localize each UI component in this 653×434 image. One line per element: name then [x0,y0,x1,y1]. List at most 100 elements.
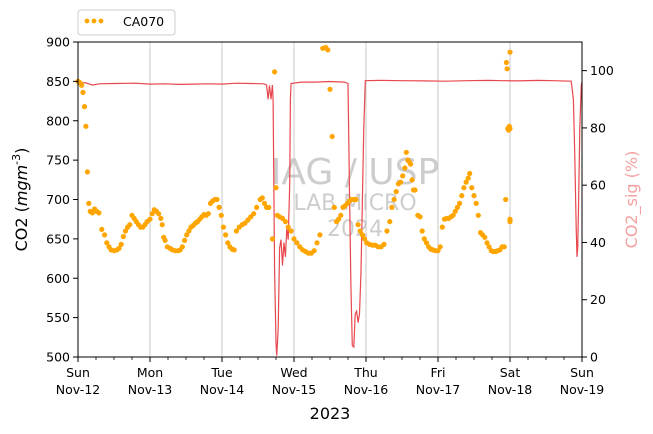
co2-point [251,211,257,217]
y-axis-right-title: CO2_sig (%) [622,151,642,249]
y-right-tick-label: 20 [590,292,606,307]
x-tick-label-day: Fri [431,365,446,380]
co2-point [417,214,423,220]
co2-point [501,244,507,250]
co2-point [463,179,469,185]
co2-point [393,189,399,195]
co2-point [507,216,513,222]
co2-point [475,212,481,218]
co2-point [225,240,231,246]
y-axis-left-title: CO2 (mgm-3) [10,148,31,252]
co2-point [184,232,190,238]
y-right-tick-label: 80 [590,120,606,135]
x-tick-label-day: Tue [210,365,233,380]
co2-point [362,236,368,242]
co2-point [482,234,488,240]
co2-point [158,215,164,221]
co2-point [336,216,342,222]
co2-point [116,245,122,251]
watermark-line-1: IAG / USP [271,152,439,193]
co2-point [288,228,294,234]
co2-point [389,204,395,210]
co2-point [437,244,443,250]
co2-point [391,196,397,203]
x-tick-label-date: Nov-14 [200,382,245,397]
co2-point [218,212,224,218]
co2-point [216,204,222,210]
co2-point [465,175,471,181]
co2-point [294,240,300,246]
co2-point [220,224,226,230]
co2-point [79,82,85,88]
y-axis-left: 500 550 600 650 700 750 800 850 900 [46,35,78,365]
co2-point [86,200,92,206]
co2-point [467,170,473,177]
x-tick-label-date: Nov-12 [56,382,100,397]
co2-point [179,244,185,250]
co2-point [457,200,463,206]
x-tick-label-day: Sun [570,365,594,380]
co2-point [423,240,430,246]
co2-point [325,47,331,53]
co2-point [461,185,467,191]
co2-point [182,237,188,243]
legend-box [77,9,176,36]
y-left-tick-label: 500 [46,350,70,365]
co2-point [473,200,479,206]
x-tick-label-day: Sat [500,365,521,380]
co2-point [223,232,229,238]
co2-point [186,228,192,234]
co2-point [331,204,337,210]
signal-line [77,79,583,356]
co2-point [439,224,445,230]
co2-point [450,212,456,218]
co2-point [471,193,477,199]
co2-point [435,248,441,254]
co2-point [282,219,288,225]
co2-point [384,228,390,234]
co2-point [259,195,265,201]
y-left-tick-label: 750 [46,153,70,168]
y-left-tick-label: 900 [46,35,70,50]
watermark: IAG / USP LAB MICRO 2024 [271,152,439,242]
co2-point [381,241,387,247]
co2-point [272,69,278,75]
co2-point [147,216,153,222]
co2-point [329,133,335,140]
x-axis: Sun Nov-12 Mon Nov-13 Tue Nov-14 Wed Nov-15 Thu N… [56,357,605,397]
y-axis-right: 0 20 40 60 80 100 [582,63,614,365]
x-tick-label-day: Sun [66,365,90,380]
co2-point [469,185,475,191]
co2-point [459,193,465,199]
co2-point [102,232,108,238]
legend-label: CA070 [123,14,164,29]
x-tick-label-date: Nov-18 [488,382,533,397]
co2-point [484,240,490,246]
co2-point [403,149,409,155]
co2-point [387,219,393,225]
co2-point [89,210,95,216]
co2-point [419,228,425,234]
x-tick-label-date: Nov-16 [344,382,389,397]
co2-point [118,241,124,247]
co2-point [452,208,458,214]
x-tick-label-day: Thu [353,365,377,380]
y-right-tick-label: 0 [590,350,598,365]
co2-point [454,204,460,210]
x-tick-label-date: Nov-19 [560,382,605,397]
y-left-tick-label: 800 [46,113,70,128]
co2-point [122,228,129,234]
co2-point [104,240,110,246]
co2-point [408,161,414,167]
co2-point [162,237,168,243]
co2-point [338,212,344,218]
co2-point [317,232,323,238]
co2-point [291,236,297,242]
co2-point [421,236,427,242]
co2-signal-series [77,79,583,356]
co2-point [409,177,415,183]
co2-point [273,185,279,191]
co2-point [359,232,365,238]
y-left-tick-label: 650 [46,231,70,246]
co2-point [311,248,317,254]
